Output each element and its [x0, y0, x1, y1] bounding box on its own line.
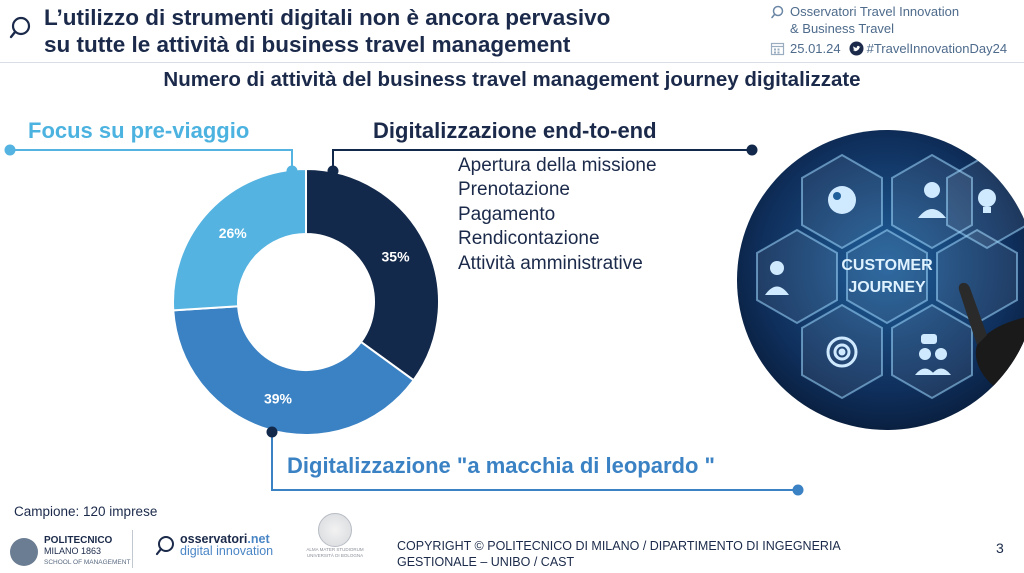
lightbulb-icon — [978, 189, 996, 213]
hexagon — [756, 228, 838, 325]
page-number: 3 — [996, 540, 1004, 556]
search-bubble-icon — [155, 536, 174, 556]
header-info: Osservatori Travel Innovation & Business… — [770, 3, 1024, 57]
connector-end-to-end — [327, 144, 758, 177]
search-bubble-icon — [9, 16, 31, 39]
businessman-icon — [765, 261, 789, 295]
sample-size: Campione: 120 imprese — [14, 504, 158, 519]
copyright-line-1: COPYRIGHT © POLITECNICO DI MILANO / DIPA… — [397, 539, 841, 553]
team-chat-icon — [915, 334, 951, 375]
end-to-end-activity-list: Apertura della missione Prenotazione Pag… — [458, 154, 657, 276]
hero-text-line-2: JOURNEY — [848, 279, 926, 296]
donut-slice-label-1: 39% — [264, 391, 293, 407]
list-item: Prenotazione — [458, 179, 570, 201]
unibo-line-2: UNIVERSITÀ DI BOLOGNA — [306, 553, 364, 558]
unibo-seal-icon — [318, 513, 352, 547]
politecnico-name: POLITECNICO — [44, 535, 113, 546]
connector-pre-viaggio — [4, 144, 298, 177]
page-title: L’utilizzo di strumenti digitali non è a… — [44, 4, 744, 58]
label-pre-viaggio: Focus su pre-viaggio — [28, 118, 250, 143]
list-item: Attività amministrative — [458, 252, 643, 274]
donut-slice-label-0: 35% — [382, 248, 411, 264]
event-hashtag: #TravelInnovationDay24 — [866, 41, 1008, 56]
page-title-line-2: su tutte le attività di business travel … — [44, 32, 571, 57]
target-icon — [826, 336, 858, 368]
politecnico-city: MILANO 1863 — [44, 546, 102, 556]
org-name-line-2: & Business Travel — [790, 21, 895, 36]
list-item: Pagamento — [458, 203, 556, 225]
copyright-line-2: GESTIONALE – UNIBO / CAST — [397, 555, 575, 569]
chart-subtitle: Numero di attività del business travel m… — [163, 68, 861, 91]
donut-slice-label-2: 26% — [219, 225, 248, 241]
gears-head-icon — [828, 186, 856, 214]
hexagon — [846, 228, 928, 325]
connector-leopardo — [266, 426, 804, 496]
donut-chart: 35% 39% 26% — [4, 144, 804, 496]
page-title-line-1: L’utilizzo di strumenti digitali non è a… — [44, 5, 611, 30]
osservatori-tld: .net — [247, 532, 270, 546]
header-divider — [0, 62, 1024, 63]
politecnico-logo: POLITECNICO MILANO 1863 SCHOOL OF MANAGE… — [10, 535, 130, 568]
osservatori-logo: osservatori.net digital innovation — [154, 533, 273, 557]
list-item: Apertura della missione — [458, 155, 657, 176]
search-bubble-icon — [771, 5, 784, 19]
logo-divider — [132, 530, 133, 568]
donut-slice-1 — [172, 305, 415, 436]
event-date: 25.01.24 — [790, 41, 841, 56]
hero-text-line-1: CUSTOMER — [841, 257, 933, 274]
org-name-line-1: Osservatori Travel Innovation — [790, 4, 960, 19]
osservatori-subtitle: digital innovation — [180, 544, 274, 558]
unibo-line-1: ALMA MATER STUDIORUM — [306, 547, 364, 552]
label-end-to-end: Digitalizzazione end-to-end — [373, 118, 657, 143]
label-leopardo: Digitalizzazione "a macchia di leopardo … — [287, 453, 715, 478]
twitter-icon — [849, 41, 864, 56]
person-icon — [918, 182, 946, 218]
donut-slice-0 — [305, 167, 440, 382]
hexagon — [891, 153, 973, 250]
osservatori-name: osservatori — [180, 532, 248, 546]
list-item: Rendicontazione — [458, 228, 600, 250]
politecnico-seal-icon — [10, 537, 38, 566]
politecnico-school: SCHOOL OF MANAGEMENT — [44, 559, 131, 566]
calendar-icon — [770, 42, 785, 56]
unibo-logo: ALMA MATER STUDIORUM UNIVERSITÀ DI BOLOG… — [290, 513, 380, 559]
customer-journey-illustration: CUSTOMER JOURNEY — [737, 130, 1024, 430]
pointing-finger — [958, 282, 987, 345]
copyright-notice: COPYRIGHT © POLITECNICO DI MILANO / DIPA… — [397, 538, 917, 570]
